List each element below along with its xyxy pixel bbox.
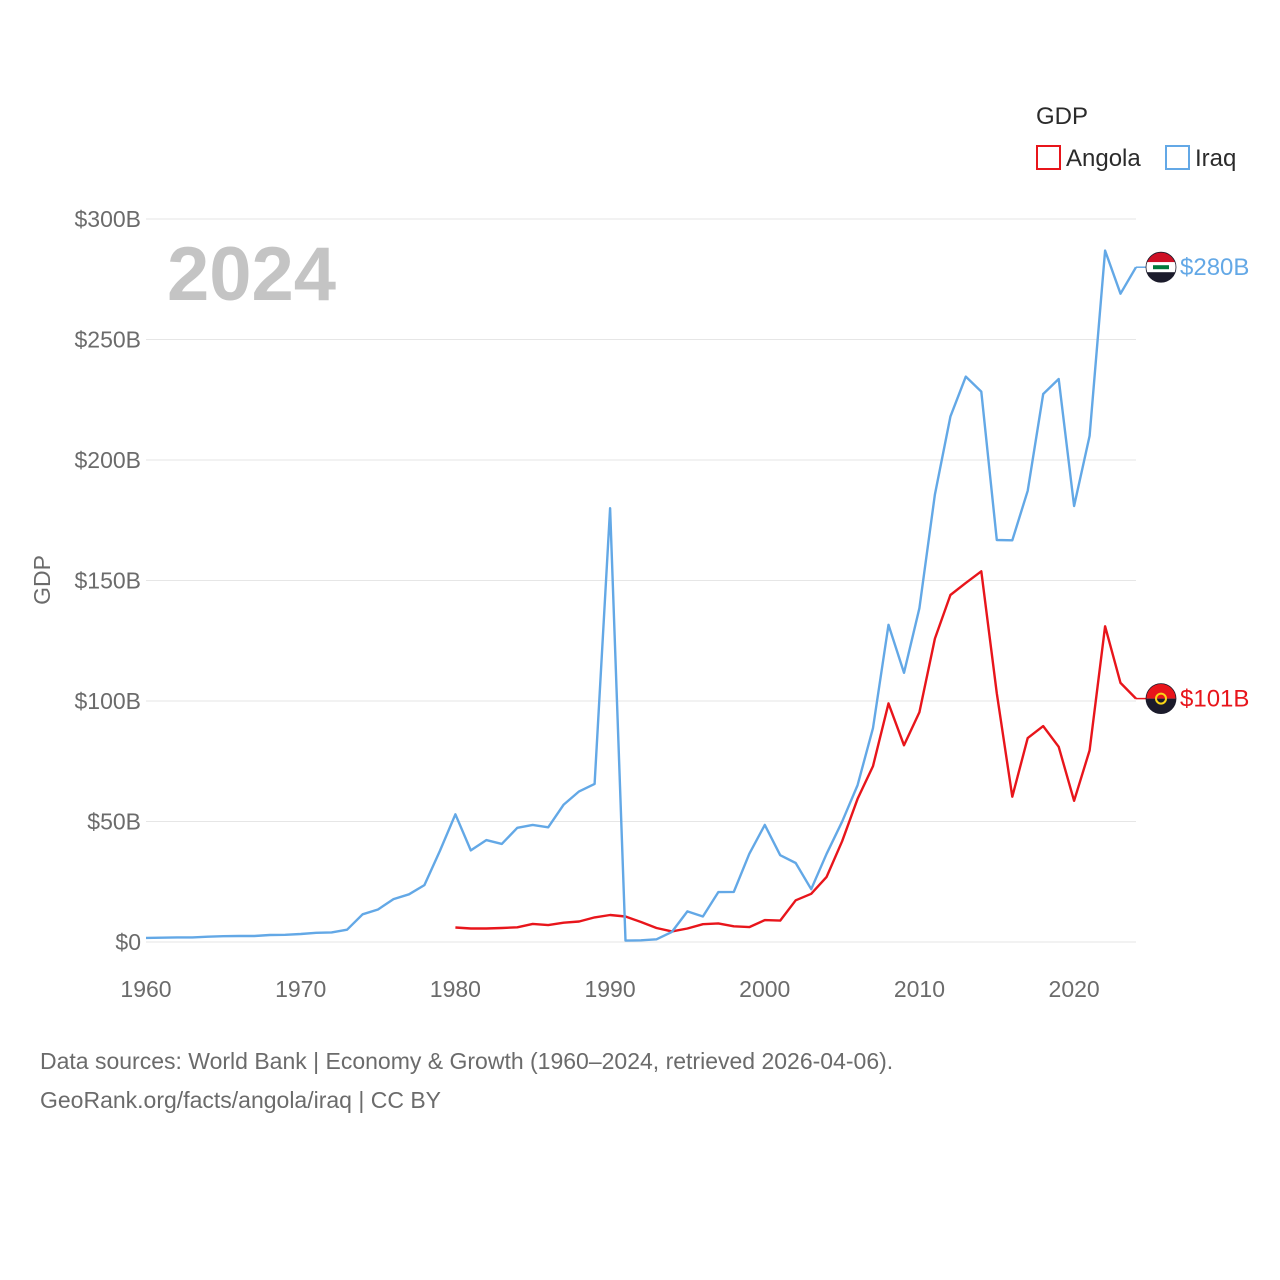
legend-swatch-angola[interactable] <box>1036 145 1061 170</box>
x-tick-label: 1980 <box>430 976 481 1002</box>
series-lines <box>145 249 1138 942</box>
gdp-line-chart: $0 $50B $100B $150B $200B $250B $300B 1960 1970… <box>29 103 1249 1002</box>
legend-title: GDP <box>1036 103 1088 130</box>
legend: GDP Angola Iraq <box>1036 103 1236 172</box>
series-line-angola[interactable] <box>455 570 1137 933</box>
y-tick-label: $200B <box>74 447 141 473</box>
y-tick-label: $250B <box>74 327 141 353</box>
legend-swatch-iraq[interactable] <box>1165 145 1190 170</box>
year-watermark: 2024 <box>167 232 336 317</box>
source-line-1: Data sources: World Bank | Economy & Gro… <box>40 1048 894 1074</box>
y-tick-label: $0 <box>115 929 141 955</box>
series-end-markers: $101B $280B <box>1136 251 1249 714</box>
x-tick-label: 1990 <box>584 976 635 1002</box>
x-tick-label: 1970 <box>275 976 326 1002</box>
end-value-label-angola: $101B <box>1180 686 1249 713</box>
y-axis-title: GDP <box>29 555 55 605</box>
source-line-2[interactable]: GeoRank.org/facts/angola/iraq | CC BY <box>40 1087 442 1113</box>
y-tick-label: $50B <box>87 809 141 835</box>
y-tick-label: $300B <box>74 206 141 232</box>
angola-flag-icon <box>1145 683 1177 714</box>
series-line-iraq[interactable] <box>145 249 1138 942</box>
x-axis-ticks: 1960 1970 1980 1990 2000 2010 2020 <box>120 976 1099 1002</box>
iraq-flag-icon <box>1145 251 1177 283</box>
x-tick-label: 2010 <box>894 976 945 1002</box>
y-axis-ticks: $0 $50B $100B $150B $200B $250B $300B <box>74 206 141 955</box>
data-source-note: Data sources: World Bank | Economy & Gro… <box>40 1042 893 1120</box>
grid-lines <box>146 218 1136 943</box>
x-tick-label: 2020 <box>1049 976 1100 1002</box>
x-tick-label: 1960 <box>120 976 171 1002</box>
legend-label-angola[interactable]: Angola <box>1066 145 1141 172</box>
y-tick-label: $150B <box>74 568 141 594</box>
legend-label-iraq[interactable]: Iraq <box>1195 145 1236 172</box>
x-tick-label: 2000 <box>739 976 790 1002</box>
y-tick-label: $100B <box>74 688 141 714</box>
end-value-label-iraq: $280B <box>1180 254 1249 281</box>
